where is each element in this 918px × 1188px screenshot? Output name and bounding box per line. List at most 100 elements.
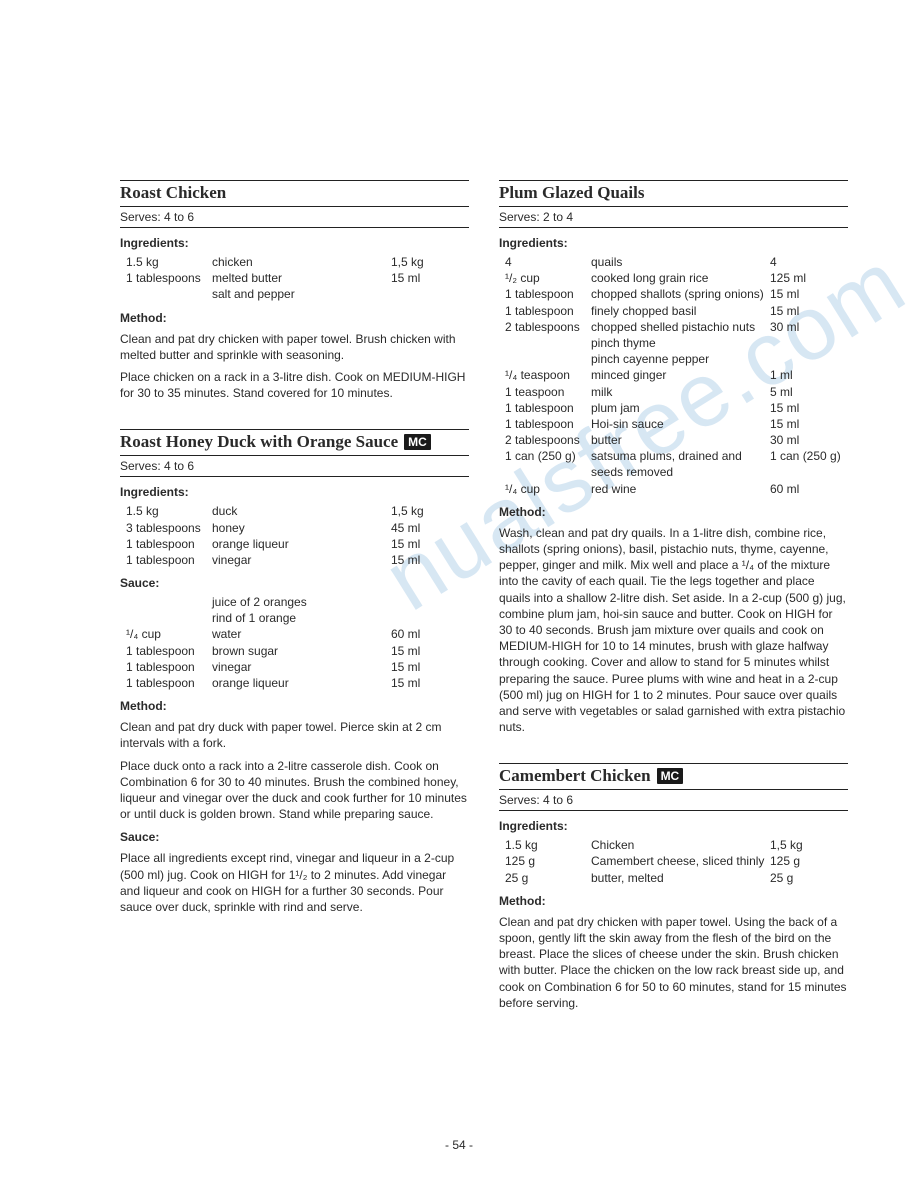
ingredient-row: 1 tablespoonplum jam15 ml bbox=[499, 400, 848, 416]
ingredient-row: pinch thyme bbox=[499, 335, 848, 351]
recipe-title: Roast Honey Duck with Orange Sauce MC bbox=[120, 429, 469, 456]
method-paragraph: Place all ingredients except rind, vineg… bbox=[120, 850, 469, 915]
recipe-honey-duck: Roast Honey Duck with Orange Sauce MC Se… bbox=[120, 429, 469, 915]
ingredient-qty: 1 tablespoon bbox=[120, 552, 212, 568]
ingredients-list: 4quails4¹/₂ cupcooked long grain rice125… bbox=[499, 254, 848, 497]
title-text: Plum Glazed Quails bbox=[499, 183, 644, 203]
ingredient-name: juice of 2 oranges bbox=[212, 594, 391, 610]
ingredient-row: 1.5 kgChicken1,5 kg bbox=[499, 837, 848, 853]
ingredient-metric: 15 ml bbox=[770, 416, 848, 432]
ingredient-row: ¹/₄ teaspoonminced ginger1 ml bbox=[499, 367, 848, 383]
ingredient-metric: 15 ml bbox=[391, 270, 469, 286]
ingredient-metric: 15 ml bbox=[770, 400, 848, 416]
ingredient-row: 4quails4 bbox=[499, 254, 848, 270]
serves: Serves: 4 to 6 bbox=[120, 207, 469, 228]
method-text: Clean and pat dry chicken with paper tow… bbox=[499, 914, 848, 1011]
recipe-title: Camembert Chicken MC bbox=[499, 763, 848, 790]
ingredient-qty: ¹/₄ cup bbox=[499, 481, 591, 497]
method-paragraph: Clean and pat dry chicken with paper tow… bbox=[499, 914, 848, 1011]
method-text: Clean and pat dry duck with paper towel.… bbox=[120, 719, 469, 822]
method-paragraph: Place duck onto a rack into a 2-litre ca… bbox=[120, 758, 469, 823]
ingredient-row: juice of 2 oranges bbox=[120, 594, 469, 610]
ingredient-name: plum jam bbox=[591, 400, 770, 416]
serves: Serves: 4 to 6 bbox=[120, 456, 469, 477]
ingredient-metric: 1 can (250 g) bbox=[770, 448, 848, 480]
ingredient-name: salt and pepper bbox=[212, 286, 391, 302]
ingredient-metric: 30 ml bbox=[770, 319, 848, 335]
ingredient-row: 1 tablespoonvinegar15 ml bbox=[120, 659, 469, 675]
ingredients-list: 1.5 kgChicken1,5 kg125 gCamembert cheese… bbox=[499, 837, 848, 886]
ingredient-qty: 1.5 kg bbox=[499, 837, 591, 853]
ingredient-row: 125 gCamembert cheese, sliced thinly125 … bbox=[499, 853, 848, 869]
recipe-title: Plum Glazed Quails bbox=[499, 180, 848, 207]
ingredient-qty: 25 g bbox=[499, 870, 591, 886]
ingredient-metric: 15 ml bbox=[391, 643, 469, 659]
ingredient-name: vinegar bbox=[212, 552, 391, 568]
ingredient-row: 1.5 kgchicken1,5 kg bbox=[120, 254, 469, 270]
ingredient-metric: 4 bbox=[770, 254, 848, 270]
method-label: Method: bbox=[499, 894, 848, 908]
ingredient-qty: 1 tablespoon bbox=[120, 536, 212, 552]
sauce-label: Sauce: bbox=[120, 576, 469, 590]
ingredient-qty: 2 tablespoons bbox=[499, 319, 591, 335]
ingredient-metric bbox=[391, 610, 469, 626]
ingredient-qty: 1 teaspoon bbox=[499, 384, 591, 400]
ingredient-name: finely chopped basil bbox=[591, 303, 770, 319]
ingredient-qty: ¹/₂ cup bbox=[499, 270, 591, 286]
serves: Serves: 4 to 6 bbox=[499, 790, 848, 811]
ingredient-row: 3 tablespoonshoney45 ml bbox=[120, 520, 469, 536]
ingredient-qty: ¹/₄ cup bbox=[120, 626, 212, 642]
method-label: Method: bbox=[499, 505, 848, 519]
ingredient-qty: 125 g bbox=[499, 853, 591, 869]
method-text: Wash, clean and pat dry quails. In a 1-l… bbox=[499, 525, 848, 735]
ingredient-qty: 1 tablespoon bbox=[499, 286, 591, 302]
mc-badge: MC bbox=[657, 768, 684, 784]
ingredient-row: 1 tablespoonHoi-sin sauce15 ml bbox=[499, 416, 848, 432]
ingredient-name: chopped shallots (spring onions) bbox=[591, 286, 770, 302]
ingredient-name: butter bbox=[591, 432, 770, 448]
method-paragraph: Clean and pat dry duck with paper towel.… bbox=[120, 719, 469, 751]
ingredient-name: melted butter bbox=[212, 270, 391, 286]
title-text: Camembert Chicken bbox=[499, 766, 651, 786]
ingredient-qty: 1 tablespoon bbox=[120, 675, 212, 691]
ingredient-name: Chicken bbox=[591, 837, 770, 853]
mc-badge: MC bbox=[404, 434, 431, 450]
ingredient-name: minced ginger bbox=[591, 367, 770, 383]
ingredient-name: water bbox=[212, 626, 391, 642]
ingredient-metric: 45 ml bbox=[391, 520, 469, 536]
ingredient-metric: 25 g bbox=[770, 870, 848, 886]
ingredient-row: 1 teaspoonmilk5 ml bbox=[499, 384, 848, 400]
right-column: Plum Glazed Quails Serves: 2 to 4 Ingred… bbox=[499, 180, 848, 1039]
ingredient-qty: 1 tablespoons bbox=[120, 270, 212, 286]
ingredient-row: 1 tablespoonvinegar15 ml bbox=[120, 552, 469, 568]
ingredient-name: satsuma plums, drained and seeds removed bbox=[591, 448, 770, 480]
ingredient-metric: 1,5 kg bbox=[391, 254, 469, 270]
ingredient-metric: 30 ml bbox=[770, 432, 848, 448]
ingredient-metric: 125 g bbox=[770, 853, 848, 869]
ingredient-qty bbox=[120, 286, 212, 302]
ingredient-qty: 1 tablespoon bbox=[499, 416, 591, 432]
ingredient-row: 1 tablespoonorange liqueur15 ml bbox=[120, 675, 469, 691]
ingredient-name: butter, melted bbox=[591, 870, 770, 886]
title-text: Roast Honey Duck with Orange Sauce bbox=[120, 432, 398, 452]
ingredient-name: cooked long grain rice bbox=[591, 270, 770, 286]
ingredient-qty: 1 tablespoon bbox=[120, 659, 212, 675]
ingredient-metric: 15 ml bbox=[391, 675, 469, 691]
ingredient-metric: 1 ml bbox=[770, 367, 848, 383]
ingredient-row: 2 tablespoonschopped shelled pistachio n… bbox=[499, 319, 848, 335]
ingredient-qty bbox=[120, 594, 212, 610]
ingredient-metric bbox=[770, 351, 848, 367]
ingredient-metric bbox=[391, 594, 469, 610]
ingredient-name: rind of 1 orange bbox=[212, 610, 391, 626]
ingredient-metric: 15 ml bbox=[391, 659, 469, 675]
sauce-method-text: Place all ingredients except rind, vineg… bbox=[120, 850, 469, 915]
ingredient-metric: 60 ml bbox=[770, 481, 848, 497]
method-paragraph: Place chicken on a rack in a 3-litre dis… bbox=[120, 369, 469, 401]
ingredient-name: honey bbox=[212, 520, 391, 536]
ingredient-row: rind of 1 orange bbox=[120, 610, 469, 626]
ingredients-list: 1.5 kgchicken1,5 kg1 tablespoonsmelted b… bbox=[120, 254, 469, 303]
ingredients-label: Ingredients: bbox=[499, 236, 848, 250]
sauce-method-label: Sauce: bbox=[120, 830, 469, 844]
ingredient-row: 1.5 kgduck1,5 kg bbox=[120, 503, 469, 519]
page-number: - 54 - bbox=[0, 1138, 918, 1152]
